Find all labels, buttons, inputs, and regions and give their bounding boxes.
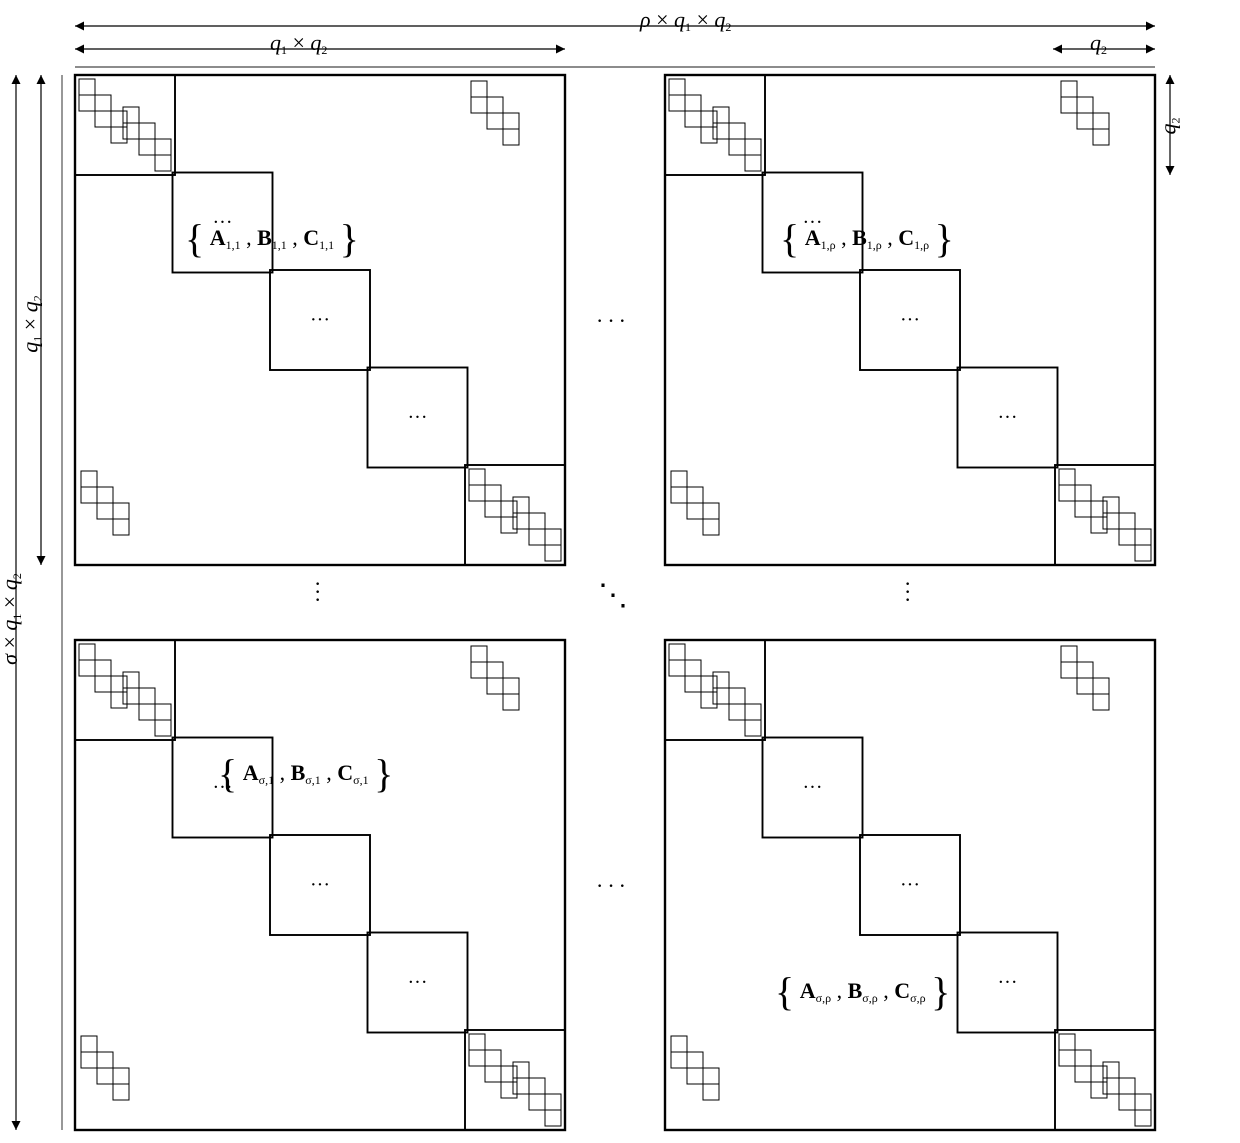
block-2-1: ········· bbox=[75, 640, 565, 1130]
svg-text:···: ··· bbox=[310, 874, 330, 896]
hdots-row1: ··· bbox=[596, 308, 630, 334]
dim-label-left-full: σ × q1 × q2 bbox=[0, 573, 25, 665]
vdots-col1: ··· bbox=[314, 580, 321, 604]
block-label-1-rho: { A1,ρ , B1,ρ , C1,ρ } bbox=[780, 225, 954, 253]
ddots-center: ⋱ bbox=[598, 578, 628, 613]
block-label-1-1: { A1,1 , B1,1 , C1,1 } bbox=[185, 225, 359, 253]
dim-label-top-full: ρ × q1 × q2 bbox=[640, 7, 731, 35]
svg-text:···: ··· bbox=[408, 407, 428, 429]
svg-text:···: ··· bbox=[900, 874, 920, 896]
svg-text:···: ··· bbox=[900, 309, 920, 331]
hdots-row2: ··· bbox=[596, 873, 630, 899]
diagram-svg: ··· ··· ··· ··· ··· ··· ··· ··· ··· ··· ··· ··· bbox=[0, 0, 1240, 1143]
svg-text:···: ··· bbox=[998, 407, 1018, 429]
dim-label-right-small: q2 bbox=[1156, 118, 1184, 135]
svg-text:···: ··· bbox=[803, 777, 823, 799]
dim-label-top-small: q2 bbox=[1090, 30, 1107, 58]
block-label-sigma-1: { Aσ,1 , Bσ,1 , Cσ,1 } bbox=[218, 760, 393, 788]
svg-text:···: ··· bbox=[998, 972, 1018, 994]
dim-label-left-half: q1 × q2 bbox=[18, 295, 46, 352]
vdots-col2: ··· bbox=[904, 580, 911, 604]
block-1-1: ········· bbox=[75, 75, 565, 565]
block-2-2: ··· ··· ··· bbox=[665, 640, 1155, 1130]
dim-label-top-half: q1 × q2 bbox=[270, 30, 327, 58]
block-1-2: ········· bbox=[665, 75, 1155, 565]
svg-text:···: ··· bbox=[310, 309, 330, 331]
block-label-sigma-rho: { Aσ,ρ , Bσ,ρ , Cσ,ρ } bbox=[775, 978, 950, 1006]
svg-text:···: ··· bbox=[408, 972, 428, 994]
